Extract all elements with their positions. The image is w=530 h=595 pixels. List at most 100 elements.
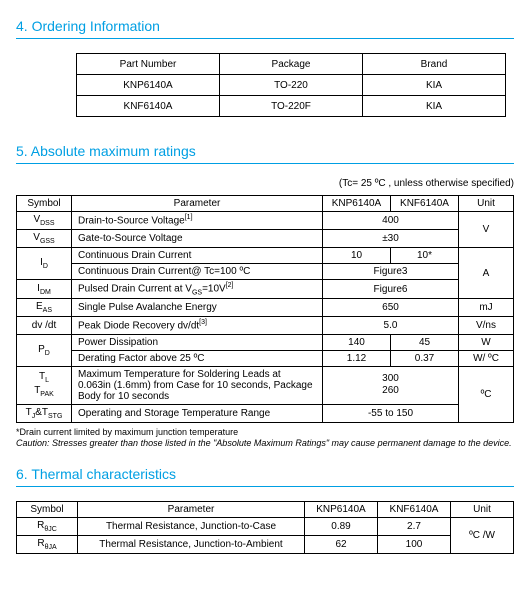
cell-val: 10* — [391, 248, 459, 264]
cell-sym: ID — [17, 248, 72, 280]
table-row: Symbol Parameter KNP6140A KNF6140A Unit — [17, 196, 514, 212]
col-param: Parameter — [72, 196, 323, 212]
cell-param: Power Dissipation — [72, 334, 323, 350]
col-unit: Unit — [459, 196, 514, 212]
table-row: KNF6140A TO-220F KIA — [77, 96, 506, 117]
cell-sym: TJ&TSTG — [17, 404, 72, 422]
cell-param: Single Pulse Avalanche Energy — [72, 299, 323, 317]
col-knp: KNP6140A — [323, 196, 391, 212]
cell-param: Gate-to-Source Voltage — [72, 230, 323, 248]
cell: KNP6140A — [77, 75, 220, 96]
table-row: KNP6140A TO-220 KIA — [77, 75, 506, 96]
col-unit: Unit — [451, 502, 514, 518]
cell-sym: IDM — [17, 280, 72, 299]
cell-param: Continuous Drain Current — [72, 248, 323, 264]
cell-sym: PD — [17, 334, 72, 366]
cell-val: 0.37 — [391, 350, 459, 366]
cell: KIA — [363, 96, 506, 117]
table-row: Continuous Drain Current@ Tc=100 ºC Figu… — [17, 264, 514, 280]
section-4-title: 4. Ordering Information — [16, 18, 514, 34]
cell: TO-220F — [220, 96, 363, 117]
cell-val: 1.12 — [323, 350, 391, 366]
table-row: VDSS Drain-to-Source Voltage[1] 400 V — [17, 212, 514, 230]
cell-val: 650 — [323, 299, 459, 317]
cell-param: Continuous Drain Current@ Tc=100 ºC — [72, 264, 323, 280]
section-5-rule — [16, 163, 514, 164]
cell-unit: V/ns — [459, 317, 514, 334]
cell-val: Figure6 — [323, 280, 459, 299]
cell-val: 100 — [378, 536, 451, 554]
cell-val: 400 — [323, 212, 459, 230]
cell: KNF6140A — [77, 96, 220, 117]
cell-val: 140 — [323, 334, 391, 350]
cell-unit: ºC — [459, 366, 514, 422]
table-row: IDM Pulsed Drain Current at VGS=10V[2] F… — [17, 280, 514, 299]
cell-param: Operating and Storage Temperature Range — [72, 404, 323, 422]
table-row: Part Number Package Brand — [77, 54, 506, 75]
cell-param: Peak Diode Recovery dv/dt[3] — [72, 317, 323, 334]
cell-sym: RθJC — [17, 518, 78, 536]
cell-val: 62 — [305, 536, 378, 554]
cell-unit: V — [459, 212, 514, 248]
cell-param: Thermal Resistance, Junction-to-Case — [78, 518, 305, 536]
table-row: PD Power Dissipation 140 45 W — [17, 334, 514, 350]
cell-sym: VDSS — [17, 212, 72, 230]
cell-param: Maximum Temperature for Soldering Leads … — [72, 366, 323, 404]
cell-unit: W — [459, 334, 514, 350]
table-row: VGSS Gate-to-Source Voltage ±30 — [17, 230, 514, 248]
cell-param: Thermal Resistance, Junction-to-Ambient — [78, 536, 305, 554]
table-row: dv /dt Peak Diode Recovery dv/dt[3] 5.0 … — [17, 317, 514, 334]
cell-sym: TL TPAK — [17, 366, 72, 404]
cell-sym: dv /dt — [17, 317, 72, 334]
cell-unit: W/ ºC — [459, 350, 514, 366]
cell-val: 45 — [391, 334, 459, 350]
cell-param: Derating Factor above 25 ºC — [72, 350, 323, 366]
cell-param: Drain-to-Source Voltage[1] — [72, 212, 323, 230]
cell-val: 10 — [323, 248, 391, 264]
table-row: EAS Single Pulse Avalanche Energy 650 mJ — [17, 299, 514, 317]
cell-unit: ºC /W — [451, 518, 514, 554]
col-part: Part Number — [77, 54, 220, 75]
cell-val: ±30 — [323, 230, 459, 248]
cell-val: Figure3 — [323, 264, 459, 280]
table-row: ID Continuous Drain Current 10 10* A — [17, 248, 514, 264]
col-knf: KNF6140A — [391, 196, 459, 212]
footnote-star: *Drain current limited by maximum juncti… — [16, 427, 514, 439]
cell: KIA — [363, 75, 506, 96]
table-row: TJ&TSTG Operating and Storage Temperatur… — [17, 404, 514, 422]
cell-param: Pulsed Drain Current at VGS=10V[2] — [72, 280, 323, 299]
thermal-table: Symbol Parameter KNP6140A KNF6140A Unit … — [16, 501, 514, 554]
col-knp: KNP6140A — [305, 502, 378, 518]
cell-val: 2.7 — [378, 518, 451, 536]
col-symbol: Symbol — [17, 196, 72, 212]
section-5-title: 5. Absolute maximum ratings — [16, 143, 514, 159]
absmax-footnotes: *Drain current limited by maximum juncti… — [16, 427, 514, 450]
cell-sym: VGSS — [17, 230, 72, 248]
absmax-table: Symbol Parameter KNP6140A KNF6140A Unit … — [16, 195, 514, 423]
section-6-rule — [16, 486, 514, 487]
cell-unit: mJ — [459, 299, 514, 317]
cell-val: 0.89 — [305, 518, 378, 536]
table-row: RθJC Thermal Resistance, Junction-to-Cas… — [17, 518, 514, 536]
col-knf: KNF6140A — [378, 502, 451, 518]
col-param: Parameter — [78, 502, 305, 518]
col-symbol: Symbol — [17, 502, 78, 518]
cell-val: 300260 — [323, 366, 459, 404]
table-row: Symbol Parameter KNP6140A KNF6140A Unit — [17, 502, 514, 518]
section-6-title: 6. Thermal characteristics — [16, 466, 514, 482]
cell-sym: RθJA — [17, 536, 78, 554]
cell-unit: A — [459, 248, 514, 299]
cell-val: 5.0 — [323, 317, 459, 334]
cell-sym: EAS — [17, 299, 72, 317]
ordering-table: Part Number Package Brand KNP6140A TO-22… — [76, 53, 506, 117]
cell-val: -55 to 150 — [323, 404, 459, 422]
cell: TO-220 — [220, 75, 363, 96]
table-row: Derating Factor above 25 ºC 1.12 0.37 W/… — [17, 350, 514, 366]
section-4-rule — [16, 38, 514, 39]
table-row: RθJA Thermal Resistance, Junction-to-Amb… — [17, 536, 514, 554]
col-pkg: Package — [220, 54, 363, 75]
footnote-caution: Caution: Stresses greater than those lis… — [16, 438, 514, 450]
col-brand: Brand — [363, 54, 506, 75]
absmax-condition: (Tc= 25 ºC , unless otherwise specified) — [16, 178, 514, 189]
table-row: TL TPAK Maximum Temperature for Solderin… — [17, 366, 514, 404]
